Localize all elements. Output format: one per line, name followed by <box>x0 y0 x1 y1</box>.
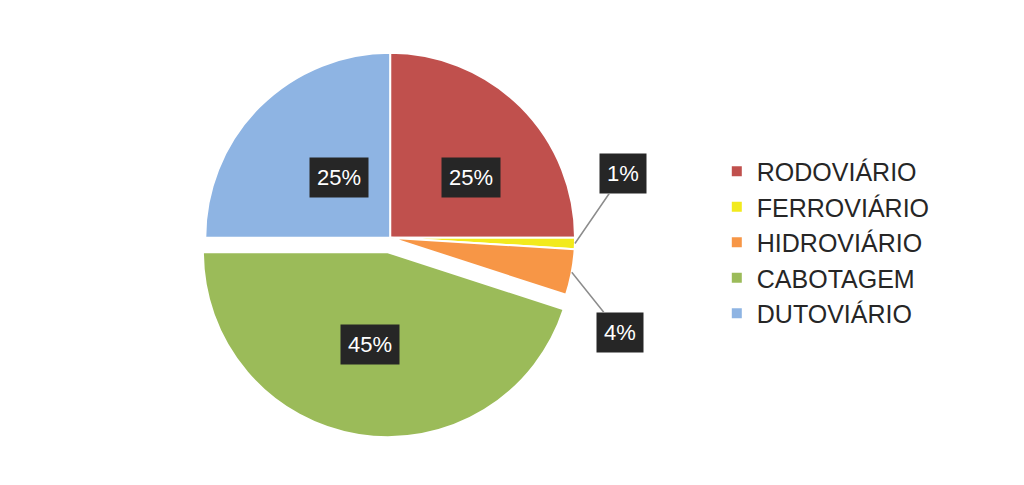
svg-text:25%: 25% <box>449 165 493 190</box>
svg-text:FERROVIÁRIO: FERROVIÁRIO <box>757 194 929 222</box>
svg-text:1%: 1% <box>607 161 639 186</box>
svg-text:25%: 25% <box>317 165 361 190</box>
svg-text:DUTOVIÁRIO: DUTOVIÁRIO <box>757 300 912 328</box>
svg-text:CABOTAGEM: CABOTAGEM <box>757 265 915 293</box>
svg-text:4%: 4% <box>604 320 636 345</box>
svg-text:HIDROVIÁRIO: HIDROVIÁRIO <box>757 229 922 257</box>
svg-text:45%: 45% <box>348 332 392 357</box>
svg-text:RODOVIÁRIO: RODOVIÁRIO <box>757 158 917 186</box>
